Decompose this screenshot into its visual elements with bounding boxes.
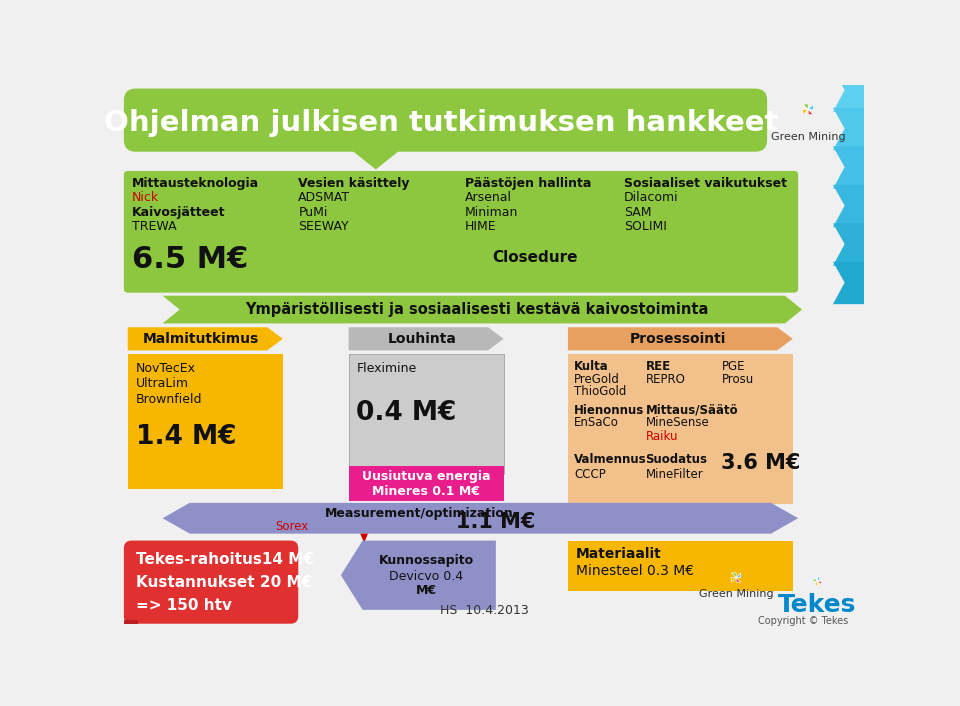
Text: 1.4 M€: 1.4 M€: [135, 424, 236, 450]
Text: Tekes: Tekes: [779, 593, 856, 617]
Text: => 150 htv: => 150 htv: [135, 598, 231, 614]
Polygon shape: [568, 328, 793, 350]
Text: Arsenal: Arsenal: [465, 191, 512, 204]
Text: Sosiaaliset vaikutukset: Sosiaaliset vaikutukset: [624, 177, 787, 190]
Text: Malmitutkimus: Malmitutkimus: [143, 332, 259, 346]
Text: SEEWAY: SEEWAY: [299, 220, 348, 233]
Polygon shape: [341, 541, 496, 610]
Text: Suodatus: Suodatus: [645, 453, 708, 466]
Text: Kustannukset 20 M€: Kustannukset 20 M€: [135, 575, 312, 590]
Text: HS  10.4.2013: HS 10.4.2013: [440, 604, 529, 618]
Text: 6.5 M€: 6.5 M€: [132, 245, 248, 274]
Polygon shape: [808, 104, 814, 109]
Polygon shape: [808, 109, 813, 115]
Text: Ympäristöllisesti ja sosiaalisesti kestävä kaivostoiminta: Ympäristöllisesti ja sosiaalisesti kestä…: [245, 302, 708, 317]
Text: Green Mining: Green Mining: [699, 589, 774, 599]
Text: MineFilter: MineFilter: [645, 468, 703, 481]
Text: Nick: Nick: [132, 191, 158, 204]
Text: Green Mining: Green Mining: [771, 132, 846, 142]
Text: ThioGold: ThioGold: [574, 385, 627, 398]
Text: Kulta: Kulta: [574, 360, 609, 373]
Text: MineSense: MineSense: [645, 416, 709, 429]
Text: Prosu: Prosu: [721, 373, 754, 385]
Text: 3.6 M€: 3.6 M€: [721, 453, 801, 473]
FancyBboxPatch shape: [568, 354, 793, 504]
Text: PreGold: PreGold: [574, 373, 620, 385]
Polygon shape: [833, 108, 864, 150]
Text: 0.4 M€: 0.4 M€: [356, 400, 457, 426]
Text: Minesteel 0.3 M€: Minesteel 0.3 M€: [576, 563, 694, 578]
Text: Kunnossapito: Kunnossapito: [378, 554, 473, 568]
Text: CCCP: CCCP: [574, 468, 606, 481]
Polygon shape: [348, 328, 504, 350]
Text: Päästöjen hallinta: Päästöjen hallinta: [465, 177, 591, 190]
Text: Miniman: Miniman: [465, 205, 518, 219]
Polygon shape: [803, 104, 808, 109]
FancyBboxPatch shape: [348, 466, 504, 501]
Text: UltraLim: UltraLim: [135, 377, 188, 390]
FancyBboxPatch shape: [568, 541, 793, 591]
Polygon shape: [162, 503, 798, 534]
FancyBboxPatch shape: [128, 354, 283, 489]
FancyBboxPatch shape: [124, 541, 299, 623]
Polygon shape: [833, 223, 864, 265]
Polygon shape: [833, 69, 864, 112]
Polygon shape: [818, 576, 820, 581]
Text: M€: M€: [416, 584, 437, 597]
Text: Sorex: Sorex: [275, 520, 308, 533]
Text: REE: REE: [645, 360, 671, 373]
Text: Ohjelman julkisen tutkimuksen hankkeet: Ohjelman julkisen tutkimuksen hankkeet: [105, 109, 779, 137]
Text: TREWA: TREWA: [132, 220, 177, 233]
Text: Valmennus: Valmennus: [574, 453, 647, 466]
Text: Dilacomi: Dilacomi: [624, 191, 679, 204]
Text: Measurement/optimization: Measurement/optimization: [325, 508, 515, 520]
Text: Fleximine: Fleximine: [356, 362, 417, 375]
Polygon shape: [812, 579, 818, 581]
Polygon shape: [732, 573, 736, 578]
Polygon shape: [818, 581, 823, 584]
Text: NovTecEx: NovTecEx: [135, 362, 196, 375]
Text: PGE: PGE: [721, 360, 745, 373]
Text: Hienonnus: Hienonnus: [574, 404, 644, 417]
Text: Devicvo 0.4: Devicvo 0.4: [389, 570, 463, 583]
Polygon shape: [803, 109, 808, 114]
Text: SAM: SAM: [624, 205, 651, 219]
Polygon shape: [815, 581, 818, 587]
Text: Prosessointi: Prosessointi: [630, 332, 726, 346]
Text: PuMi: PuMi: [299, 205, 327, 219]
FancyBboxPatch shape: [124, 88, 767, 152]
Text: HIME: HIME: [465, 220, 496, 233]
Polygon shape: [128, 328, 283, 350]
Text: Tekes-rahoitus14 M€: Tekes-rahoitus14 M€: [135, 552, 314, 567]
FancyBboxPatch shape: [348, 354, 504, 474]
Text: Raiku: Raiku: [645, 430, 678, 443]
Text: 1.1 M€: 1.1 M€: [456, 512, 536, 532]
Polygon shape: [732, 578, 736, 582]
Text: Mittaus/Säätö: Mittaus/Säätö: [645, 404, 738, 417]
FancyBboxPatch shape: [124, 171, 798, 292]
Polygon shape: [124, 620, 138, 623]
Text: Mineres 0.1 M€: Mineres 0.1 M€: [372, 485, 480, 498]
Polygon shape: [736, 578, 741, 582]
Text: Uusiutuva energia: Uusiutuva energia: [362, 470, 491, 484]
Polygon shape: [833, 185, 864, 227]
Polygon shape: [360, 534, 368, 543]
Text: ADSMAT: ADSMAT: [299, 191, 350, 204]
Text: Copyright © Tekes: Copyright © Tekes: [758, 616, 849, 626]
Text: Louhinta: Louhinta: [388, 332, 457, 346]
Text: Closedure: Closedure: [492, 249, 578, 265]
Text: EnSaCo: EnSaCo: [574, 416, 619, 429]
Text: Vesien käsittely: Vesien käsittely: [299, 177, 410, 190]
Polygon shape: [348, 148, 403, 169]
Text: Mittausteknologia: Mittausteknologia: [132, 177, 259, 190]
Text: Brownfield: Brownfield: [135, 393, 202, 406]
Text: Materiaalit: Materiaalit: [576, 546, 661, 561]
Text: REPRO: REPRO: [645, 373, 685, 385]
Text: Kaivosjätteet: Kaivosjätteet: [132, 205, 226, 219]
Polygon shape: [736, 573, 741, 578]
Polygon shape: [833, 146, 864, 189]
Text: SOLIMI: SOLIMI: [624, 220, 666, 233]
Polygon shape: [162, 296, 802, 323]
Polygon shape: [833, 262, 864, 304]
